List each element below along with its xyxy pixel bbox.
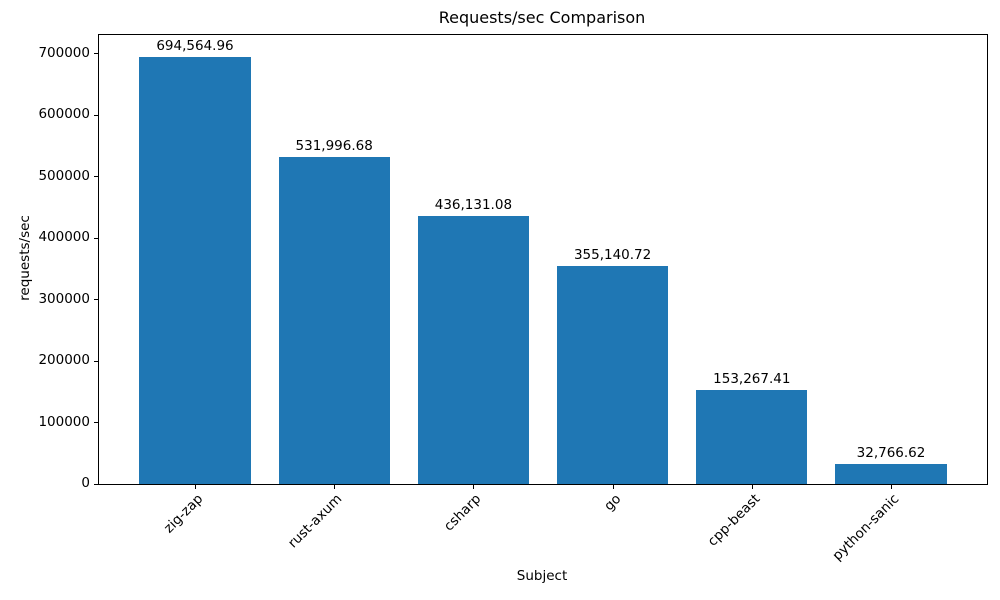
y-tick-mark <box>94 299 98 300</box>
plot-area: 694,564.96 zig-zap 531,996.68 rust-axum 436,… <box>38 34 988 564</box>
bar-value-label: 153,267.41 <box>713 371 791 387</box>
x-tick-mark <box>334 485 336 489</box>
bar-rust-axum <box>278 157 390 484</box>
y-tick-mark <box>94 360 98 362</box>
y-tick-label: 600000 <box>38 106 90 122</box>
y-tick-label: 500000 <box>38 167 90 184</box>
x-tick-mark <box>195 485 196 489</box>
chart-title: Requests/sec Comparison <box>438 8 646 27</box>
y-tick-mark <box>94 422 98 423</box>
y-tick-mark <box>94 53 98 54</box>
y-axis-label: requests/sec <box>17 215 33 301</box>
y-tick-label: 0 <box>81 475 90 491</box>
x-tick-mark <box>891 485 892 489</box>
y-tick-mark <box>94 114 98 116</box>
bar-value-label: 436,131.08 <box>434 197 513 213</box>
bar-python-sanic <box>835 464 947 484</box>
y-tick-mark <box>94 483 98 485</box>
y-tick-label: 100000 <box>38 413 90 430</box>
bar-value-label: 32,766.62 <box>856 445 926 461</box>
bar-value-label: 694,564.96 <box>156 38 234 54</box>
y-tick-label: 400000 <box>38 229 90 245</box>
bar-zig-zap <box>139 57 251 484</box>
y-tick-label: 200000 <box>38 352 90 368</box>
bar-cpp-beast <box>696 390 808 484</box>
bar-go <box>556 266 669 484</box>
x-axis-label: Subject <box>516 568 568 584</box>
x-tick-mark <box>473 485 475 489</box>
y-tick-label: 700000 <box>38 44 90 61</box>
x-tick-mark <box>751 485 753 489</box>
y-tick-label: 300000 <box>38 290 90 307</box>
bar-csharp <box>417 216 529 484</box>
y-tick-mark <box>94 176 98 177</box>
y-tick-mark <box>94 237 98 239</box>
bar-value-label: 531,996.68 <box>295 138 373 154</box>
bar-value-label: 355,140.72 <box>573 247 652 263</box>
x-tick-mark <box>612 485 614 489</box>
